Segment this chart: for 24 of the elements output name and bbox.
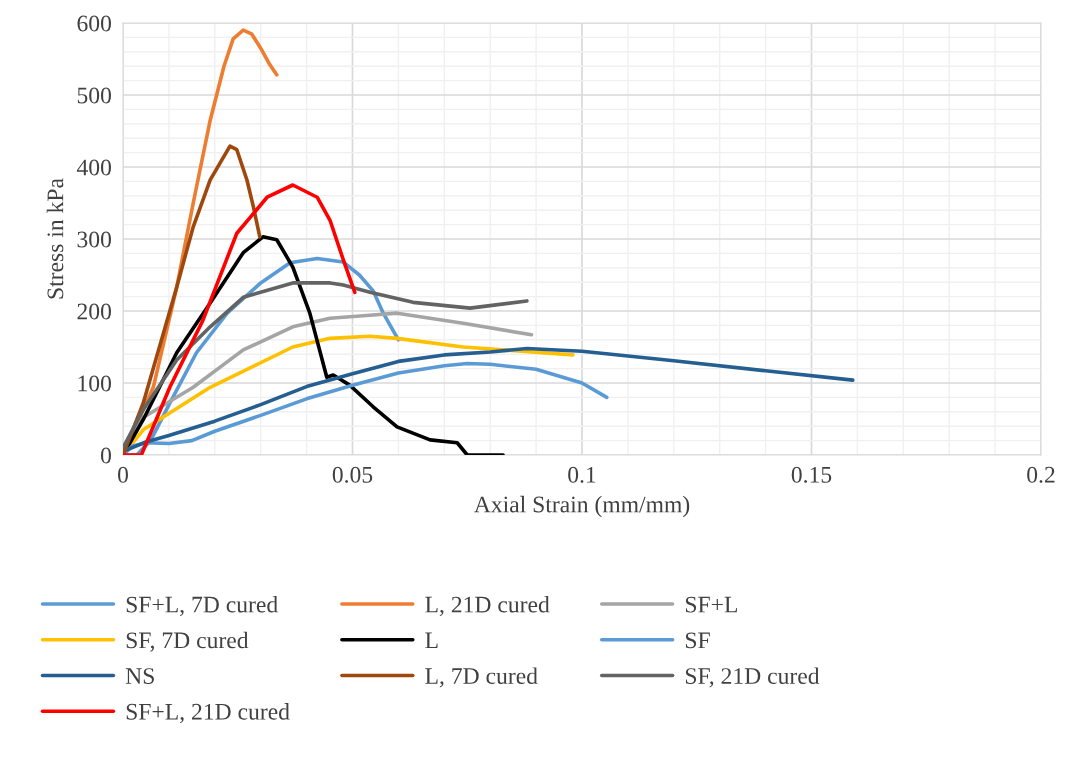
x-axis-title: Axial Strain (mm/mm) [474, 495, 690, 518]
y-tick-label: 0 [100, 447, 111, 464]
legend-label: SF+L, 21D cured [126, 703, 290, 724]
y-tick-label: 600 [77, 15, 111, 32]
legend-label: L, 7D cured [425, 667, 538, 688]
legend-label: L, 21D cured [425, 595, 550, 616]
legend-label: SF, 21D cured [685, 667, 820, 688]
x-tick-label: 0.1 [568, 466, 596, 483]
legend-label: SF+L, 7D cured [126, 595, 278, 616]
y-tick-label: 200 [77, 303, 111, 320]
y-tick-label: 300 [77, 231, 111, 248]
x-tick-label: 0.05 [332, 466, 373, 483]
y-tick-label: 100 [78, 375, 111, 392]
y-tick-label: 400 [76, 159, 111, 176]
legend-label: NS [125, 668, 154, 685]
legend-label: SF, 7D cured [126, 631, 249, 652]
x-tick-label: 0.15 [791, 466, 832, 483]
legend-label: L [425, 632, 438, 649]
y-axis-title: Stress in kPa [46, 178, 64, 299]
x-tick-label: 0.2 [1027, 466, 1055, 483]
legend-label: SF [685, 632, 710, 649]
y-tick-label: 500 [77, 87, 111, 104]
legend-label: SF+L [685, 596, 737, 613]
x-tick-label: 0 [118, 466, 128, 483]
